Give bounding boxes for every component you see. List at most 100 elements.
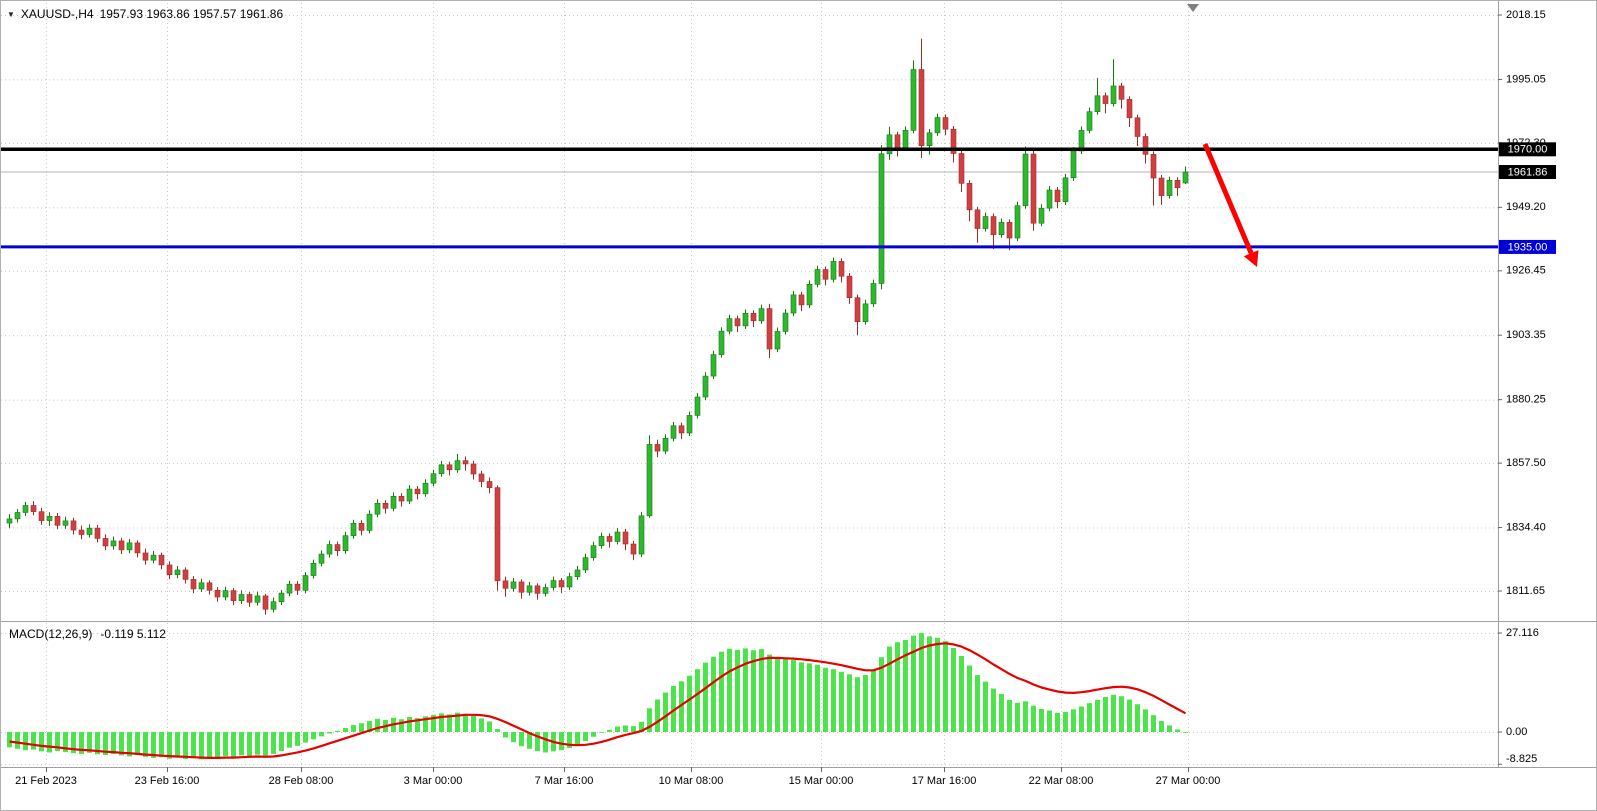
macd-histogram-bar: [23, 732, 28, 751]
candle-body: [734, 318, 741, 327]
price-axis-label: 1880.25: [1506, 394, 1546, 406]
macd-histogram-bar: [839, 671, 844, 732]
candle-body: [766, 308, 773, 350]
macd-histogram-bar: [303, 732, 308, 743]
macd-indicator-name: MACD(12,26,9): [9, 627, 93, 641]
trend-arrow-shaft[interactable]: [1202, 143, 1254, 255]
macd-histogram-bar: [687, 675, 692, 732]
candle-body: [790, 294, 797, 314]
macd-histogram-bar: [31, 732, 36, 750]
macd-histogram-bar: [751, 650, 756, 732]
macd-histogram-bar: [159, 732, 164, 758]
macd-histogram-bar: [1015, 702, 1020, 732]
macd-histogram-bar: [743, 648, 748, 732]
macd-histogram-bar: [639, 721, 644, 732]
quote-bar: ▼ XAUUSD-,H4 1957.93 1963.86 1957.57 196…: [7, 7, 283, 21]
candle-body: [326, 544, 333, 555]
time-axis-label: 15 Mar 00:00: [789, 775, 854, 787]
macd-histogram-bar: [703, 662, 708, 732]
macd-histogram-bar: [1047, 710, 1052, 732]
candle-body: [910, 69, 917, 131]
macd-histogram-bar: [855, 677, 860, 732]
macd-histogram-bar: [335, 730, 340, 732]
macd-histogram-bar: [759, 649, 764, 732]
macd-histogram-bar: [999, 694, 1004, 732]
macd-indicator-pane[interactable]: [1, 623, 1498, 767]
candle-body: [230, 590, 237, 601]
time-axis-label: 28 Feb 08:00: [269, 775, 334, 787]
macd-indicator-label: MACD(12,26,9) -0.119 5.112: [9, 627, 166, 641]
macd-histogram-bar: [111, 732, 116, 754]
macd-histogram-bar: [1055, 713, 1060, 732]
macd-histogram-bar: [1183, 732, 1188, 733]
candle-body: [830, 261, 837, 280]
candle-body: [958, 153, 965, 184]
macd-histogram-bar: [327, 732, 332, 734]
candle-body: [6, 518, 13, 524]
macd-histogram-bar: [735, 649, 740, 732]
macd-histogram-bar: [631, 726, 636, 732]
candle-body: [102, 538, 109, 547]
macd-histogram-bar: [615, 726, 620, 732]
candle-body: [1014, 205, 1021, 239]
price-axis-scale[interactable]: [1498, 1, 1597, 767]
candle-body: [614, 531, 621, 542]
macd-histogram-bar: [135, 732, 140, 756]
candle-body: [214, 590, 221, 598]
macd-histogram-bar: [831, 669, 836, 732]
candle-body: [86, 527, 93, 535]
candle-body: [686, 415, 693, 434]
macd-histogram-bar: [343, 727, 348, 732]
candle-body: [998, 222, 1005, 235]
macd-histogram-bar: [1103, 696, 1108, 732]
macd-histogram-bar: [975, 675, 980, 732]
macd-axis-label: 0.00: [1506, 726, 1527, 738]
candle-body: [262, 595, 269, 610]
price-level-badge-label: 1970.00: [1508, 144, 1548, 156]
candle-body: [446, 464, 453, 471]
macd-histogram-bar: [1063, 711, 1068, 732]
candle-body: [310, 562, 317, 576]
candle-body: [1094, 95, 1101, 112]
chart-shift-marker-icon[interactable]: [1187, 4, 1199, 12]
candle-body: [550, 580, 557, 588]
macd-histogram-bar: [7, 732, 12, 748]
candle-body: [462, 460, 469, 465]
candle-body: [654, 444, 661, 452]
candle-body: [718, 330, 725, 355]
macd-histogram-bar: [911, 635, 916, 732]
candle-body: [886, 134, 893, 155]
ohlc-quote-values: 1957.93 1963.86 1957.57 1961.86: [99, 7, 284, 21]
trend-arrow-head-icon[interactable]: [1243, 250, 1259, 267]
candle-body: [1046, 189, 1053, 209]
macd-histogram-bar: [63, 732, 68, 753]
candle-body: [942, 117, 949, 130]
price-axis-label: 1834.40: [1506, 521, 1546, 533]
macd-histogram-bar: [1159, 721, 1164, 732]
candle-body: [54, 516, 61, 526]
candle-body: [974, 209, 981, 229]
candle-body: [30, 505, 37, 512]
macd-histogram-bar: [671, 685, 676, 732]
macd-histogram-bar: [591, 732, 596, 737]
time-axis-label: 21 Feb 2023: [15, 775, 77, 787]
candle-body: [1102, 95, 1109, 104]
candle-body: [582, 557, 589, 571]
macd-histogram-bar: [447, 714, 452, 732]
candle-body: [46, 516, 53, 521]
candle-body: [1030, 153, 1037, 224]
macd-histogram-bar: [791, 660, 796, 732]
price-level-badge: [1499, 239, 1556, 254]
macd-histogram-bar: [231, 732, 236, 758]
macd-histogram-bar: [711, 656, 716, 732]
candle-body: [1182, 171, 1189, 184]
time-axis-scale[interactable]: [1, 767, 1597, 797]
macd-histogram-bar: [783, 658, 788, 732]
main-chart-pane[interactable]: [1, 1, 1498, 621]
candle-body: [1062, 177, 1069, 203]
candle-body: [630, 543, 637, 555]
macd-histogram-bar: [799, 662, 804, 732]
macd-histogram-bar: [287, 732, 292, 748]
